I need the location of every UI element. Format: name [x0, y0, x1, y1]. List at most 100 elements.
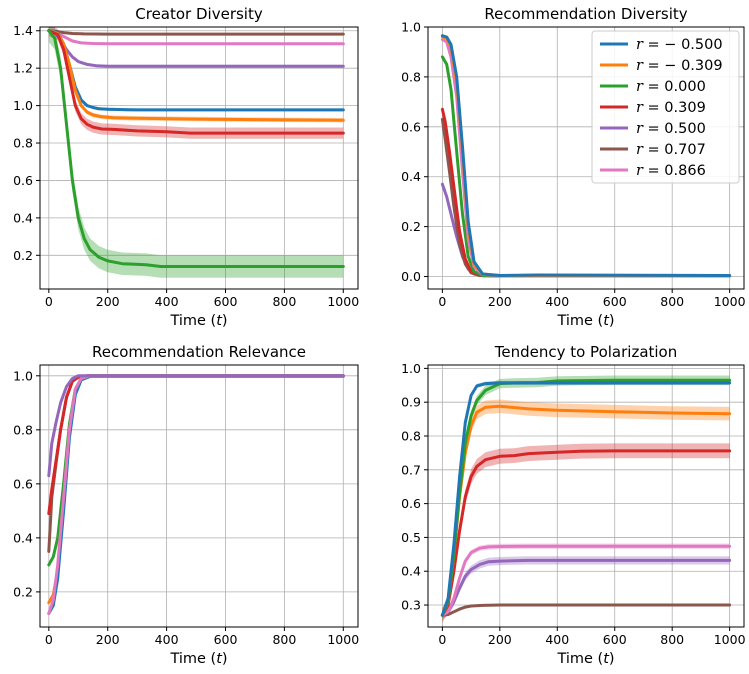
plot-area: [440, 34, 732, 278]
series-band-r-0-309: [48, 374, 344, 515]
x-tick-label: 1000: [327, 632, 359, 647]
plot-area: [47, 27, 345, 278]
y-tick-label: 0.2: [13, 584, 33, 599]
y-tick-label: 0.8: [13, 422, 33, 437]
legend-label: r = 0.309: [636, 100, 706, 116]
series-line-r-neg-0-309: [47, 29, 345, 122]
legend-label: r = − 0.500: [636, 37, 723, 53]
plot-area: [440, 375, 732, 623]
series-line-r-neg-0-500: [47, 374, 345, 615]
axes-frame: [427, 26, 745, 290]
series-band-r-0-500: [48, 374, 344, 477]
legend-item-r-neg-0-500: r = − 0.500: [600, 37, 723, 53]
x-tick-label: 600: [214, 632, 238, 647]
series-band-r-neg-0-309: [48, 375, 344, 604]
legend-box: [591, 30, 740, 184]
x-tick-label: 800: [272, 632, 296, 647]
x-tick-label: 400: [545, 294, 569, 309]
legend-item-r-0-309: r = 0.309: [600, 100, 706, 116]
x-tick-label: 600: [603, 632, 627, 647]
x-tick-label: 200: [96, 632, 120, 647]
panel-title: Recommendation Relevance: [92, 343, 306, 361]
panel-recommendation-relevance: 0 200 400 600 800 1000 0.2 0.4 0.6 0.8 1.0 Recommen…: [13, 343, 359, 667]
x-tick-label: 800: [660, 294, 684, 309]
x-tick-label: 200: [488, 632, 512, 647]
series-line-r-0-707: [47, 29, 345, 36]
panel-creator-diversity: 0 200 400 600 800 1000 0.2 0.4 0.6 0.8 1.0 1.2 1.4 Cr…: [13, 5, 359, 329]
panel-title: Tendency to Polarization: [494, 343, 678, 361]
x-tick-label: 400: [155, 294, 179, 309]
y-tick-label: 0.8: [401, 428, 421, 443]
series-line-r-0-707: [440, 603, 732, 617]
x-tick-label: 400: [155, 632, 179, 647]
x-tick-label: 0: [45, 294, 53, 309]
axes-frame: [39, 364, 359, 628]
series-line-r-0-309: [47, 29, 345, 135]
series-line-r-0-500: [440, 182, 732, 278]
y-tick-label: 0.5: [401, 530, 421, 545]
series-line-r-0-000: [47, 29, 345, 268]
series-line-r-0-866: [47, 374, 345, 615]
x-tick-label: 0: [45, 632, 53, 647]
series-band-r-0-707: [48, 374, 344, 553]
y-tick-label: 0.4: [13, 210, 33, 225]
y-tick-label: 0.6: [13, 476, 33, 491]
legend-label: r = 0.000: [636, 79, 706, 95]
x-tick-label: 800: [660, 632, 684, 647]
legend-label: r = 0.866: [636, 163, 706, 179]
y-tick-label: 0.3: [401, 598, 421, 613]
series-band-r-0-000: [48, 27, 344, 278]
x-tick-label: 1000: [327, 294, 359, 309]
y-tick-label: 0.6: [13, 173, 33, 188]
series-line-r-0-866: [440, 544, 732, 617]
plot-area: [47, 374, 345, 615]
x-tick-label: 800: [272, 294, 296, 309]
series-band-r-0-500: [442, 183, 730, 278]
series-band-r-0-866: [48, 374, 344, 615]
x-tick-label: 600: [603, 294, 627, 309]
y-tick-label: 0.4: [13, 530, 33, 545]
panel-tendency-to-polarization: 0 200 400 600 800 1000 0.3 0.4 0.5 0.6 0.7 0.8 0.9 1.…: [401, 343, 745, 667]
legend-label: r = 0.500: [636, 121, 706, 137]
x-axis-label: Time (t): [556, 651, 614, 667]
y-tick-label: 1.0: [401, 361, 421, 376]
y-tick-label: 0.6: [401, 496, 421, 511]
x-tick-label: 400: [545, 632, 569, 647]
x-axis-label: Time (t): [556, 313, 614, 329]
series-band-r-0-309: [48, 27, 344, 139]
series-line-r-0-707: [47, 374, 345, 553]
x-tick-label: 200: [488, 294, 512, 309]
panel-recommendation-diversity: 0 200 400 600 800 1000 0.0 0.2 0.4 0.6 0.8 1.0 Recom…: [401, 5, 745, 329]
legend-label: r = − 0.309: [636, 58, 723, 74]
x-tick-label: 1000: [714, 632, 746, 647]
y-tick-label: 1.4: [13, 23, 33, 38]
y-tick-label: 1.2: [13, 61, 33, 76]
series-line-r-neg-0-309: [440, 404, 732, 617]
y-tick-label: 1.0: [401, 20, 421, 35]
series-line-r-neg-0-309: [47, 374, 345, 605]
axes-frame: [427, 364, 745, 628]
legend-item-r-0-866: r = 0.866: [600, 163, 706, 179]
legend-item-r-neg-0-309: r = − 0.309: [600, 58, 723, 74]
x-axis-label: Time (t): [169, 651, 227, 667]
series-line-r-0-000: [47, 374, 345, 567]
legend-item-r-0-500: r = 0.500: [600, 121, 706, 137]
series-band-r-neg-0-500: [48, 375, 344, 615]
y-tick-label: 0.2: [401, 219, 421, 234]
series-line-r-0-309: [47, 374, 345, 516]
series-line-r-neg-0-500: [440, 381, 732, 617]
x-tick-label: 600: [214, 294, 238, 309]
legend-item-r-0-707: r = 0.707: [600, 142, 706, 158]
y-tick-label: 0.9: [401, 395, 421, 410]
panel-title: Creator Diversity: [135, 5, 263, 23]
panel-title: Recommendation Diversity: [484, 5, 687, 23]
y-tick-label: 0.2: [13, 248, 33, 263]
y-tick-label: 0.8: [13, 136, 33, 151]
series-band-r-0-000: [48, 374, 344, 566]
series-line-r-0-309: [440, 449, 732, 617]
series-line-r-0-500: [47, 374, 345, 478]
series-band-r-0-309: [442, 443, 730, 623]
x-tick-label: 0: [438, 294, 446, 309]
y-tick-label: 1.0: [13, 98, 33, 113]
